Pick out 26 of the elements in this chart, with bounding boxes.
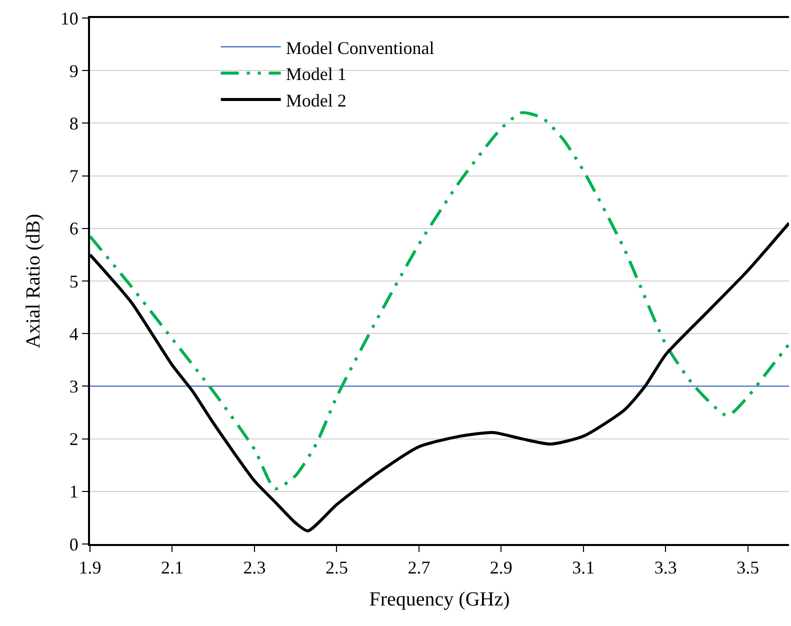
y-tick-label: 10 xyxy=(60,8,78,28)
y-tick-label: 0 xyxy=(69,534,78,554)
x-tick-label: 2.7 xyxy=(408,558,430,578)
y-tick-label: 3 xyxy=(69,376,78,396)
y-axis-title: Axial Ratio (dB) xyxy=(22,214,44,348)
x-tick-label: 3.1 xyxy=(572,558,595,578)
y-tick-label: 5 xyxy=(69,271,78,292)
y-tick-label: 8 xyxy=(69,114,78,134)
y-tick-label: 4 xyxy=(69,324,78,344)
legend-label: Model Conventional xyxy=(286,38,434,58)
y-tick-label: 6 xyxy=(69,218,78,239)
y-tick-label: 7 xyxy=(69,166,78,186)
x-tick-label: 2.5 xyxy=(325,558,348,578)
x-tick-label: 2.1 xyxy=(160,558,184,578)
x-tick-label: 2.3 xyxy=(243,558,266,578)
y-tick-label: 9 xyxy=(69,60,78,81)
legend-label: Model 2 xyxy=(286,90,346,111)
y-tick-label: 1 xyxy=(69,482,78,502)
x-tick-label: 2.9 xyxy=(490,558,512,578)
y-tick-label: 2 xyxy=(69,429,78,450)
line-series xyxy=(90,111,789,490)
x-axis-title: Frequency (GHz) xyxy=(369,588,510,611)
x-tick-label: 1.9 xyxy=(78,558,102,578)
x-tick-label: 3.5 xyxy=(736,558,760,578)
x-tick-label: 3.3 xyxy=(654,558,677,578)
legend-label: Model 1 xyxy=(286,64,346,84)
